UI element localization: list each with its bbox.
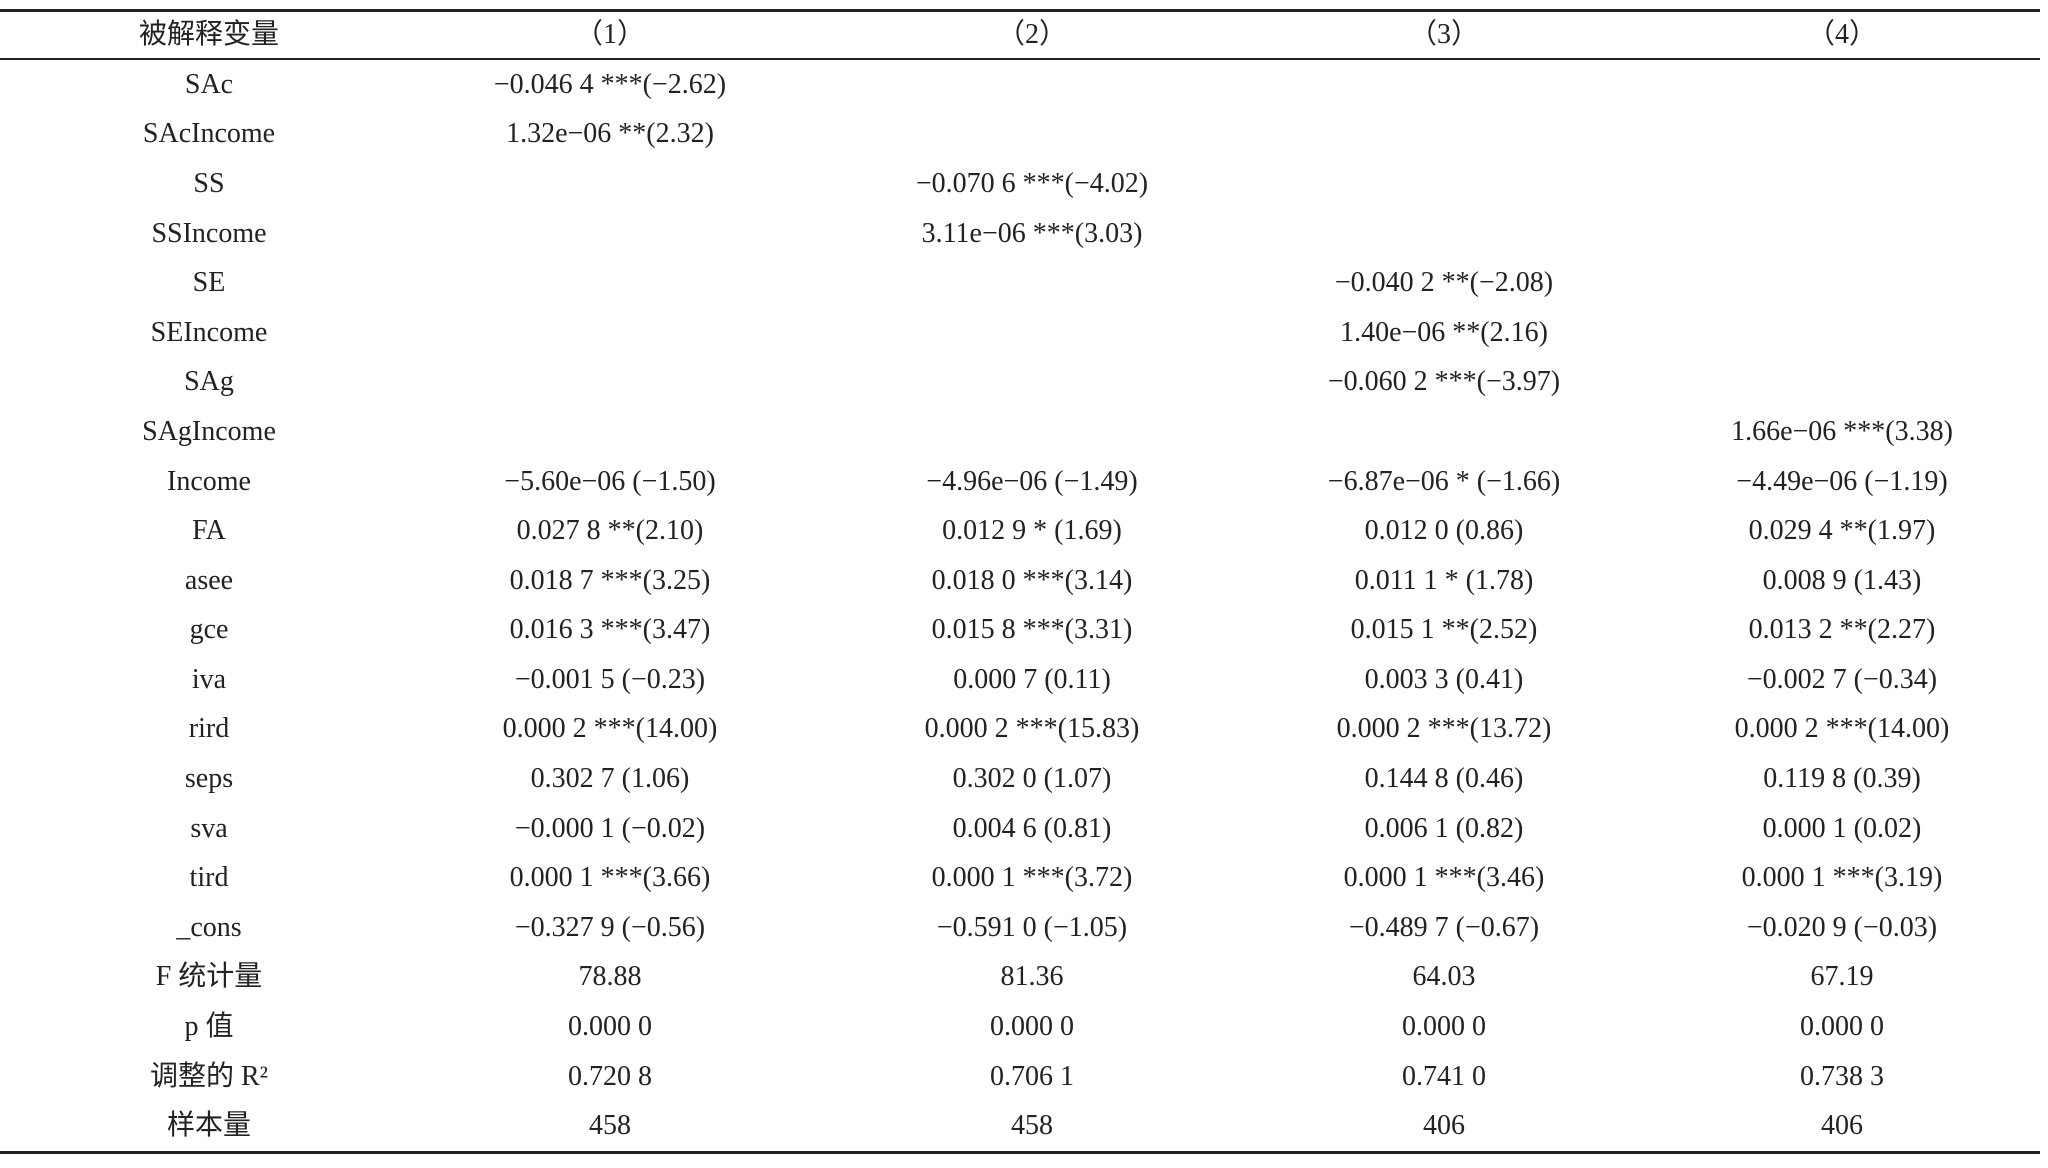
row-label: SSIncome [151,217,267,249]
row-label: asee [184,564,234,596]
cell-value: 0.018 0 ***(3.14) [931,564,1133,596]
cell-value: 0.006 1 (0.82) [1364,812,1524,844]
cell-value: −4.96e−06 (−1.49) [926,465,1138,497]
header-cell: （3） [1408,19,1480,50]
cell-value: 0.000 1 ***(3.46) [1343,862,1545,894]
cell-value: 0.000 2 ***(15.83) [924,713,1140,745]
cell-value: −0.046 4 ***(−2.62) [493,68,727,100]
cell-value: 0.000 0 [990,1011,1074,1043]
cell-value: 0.008 9 (1.43) [1762,564,1922,596]
cell-value: 0.000 1 (0.02) [1762,812,1922,844]
cell-value: 0.119 8 (0.39) [1763,763,1921,795]
cell-value: −0.000 1 (−0.02) [514,812,706,844]
cell-value: 64.03 [1412,961,1476,993]
cell-value: 0.741 0 [1402,1060,1486,1092]
row-label: iva [191,663,227,695]
cell-value: 406 [1423,1110,1465,1142]
cell-value: −5.60e−06 (−1.50) [504,465,716,497]
row-label: SEIncome [150,316,268,348]
cell-value: 0.016 3 ***(3.47) [509,614,711,646]
row-label: gce [189,614,229,646]
cell-value: 0.000 2 ***(14.00) [502,713,718,745]
row-label: SAg [184,366,234,398]
cell-value: 78.88 [578,961,642,993]
cell-value: −6.87e−06 * (−1.66) [1327,465,1561,497]
row-label: FA [192,515,226,547]
cell-value: 3.11e−06 ***(3.03) [921,217,1143,249]
cell-value: 0.706 1 [990,1060,1074,1092]
header-cell: （4） [1806,19,1878,50]
cell-value: −4.49e−06 (−1.19) [1736,465,1948,497]
cell-value: 0.738 3 [1800,1060,1884,1092]
row-label: Income [167,465,251,497]
cell-value: 0.144 8 (0.46) [1364,763,1524,795]
cell-value: 67.19 [1810,961,1874,993]
cell-value: 406 [1821,1110,1863,1142]
cell-value: 81.36 [1000,961,1064,993]
row-label: SAc [184,68,234,100]
header-cell: （2） [996,19,1068,50]
header-rule [0,58,2040,60]
cell-value: −0.020 9 (−0.03) [1746,911,1938,943]
cell-value: 0.012 0 (0.86) [1364,515,1524,547]
cell-value: −0.040 2 **(−2.08) [1334,267,1554,299]
cell-value: −0.070 6 ***(−4.02) [915,167,1149,199]
row-label: F 统计量 [155,961,263,993]
cell-value: −0.060 2 ***(−3.97) [1327,366,1561,398]
row-label: p 值 [184,1011,234,1043]
header-cell: （1） [574,19,646,50]
top-rule [0,9,2040,12]
cell-value: 0.000 0 [568,1011,652,1043]
cell-value: −0.001 5 (−0.23) [514,663,706,695]
row-label: 调整的 R² [149,1060,269,1092]
header-cell: 被解释变量 [138,19,280,50]
cell-value: 0.027 8 **(2.10) [516,515,704,547]
cell-value: −0.591 0 (−1.05) [936,911,1128,943]
cell-value: 0.015 8 ***(3.31) [931,614,1133,646]
cell-value: 0.302 7 (1.06) [530,763,690,795]
row-label: seps [184,763,234,795]
cell-value: 0.029 4 **(1.97) [1748,515,1936,547]
row-label: SS [193,167,225,199]
row-label: rird [188,713,230,745]
cell-value: 0.000 1 ***(3.19) [1741,862,1943,894]
bottom-rule [0,1151,2040,1154]
cell-value: 0.000 0 [1800,1011,1884,1043]
cell-value: −0.002 7 (−0.34) [1746,663,1938,695]
cell-value: 0.000 2 ***(13.72) [1336,713,1552,745]
cell-value: 0.018 7 ***(3.25) [509,564,711,596]
row-label: SE [192,267,226,299]
cell-value: 0.013 2 **(2.27) [1748,614,1936,646]
row-label: 样本量 [166,1110,252,1142]
cell-value: 0.015 1 **(2.52) [1350,614,1538,646]
cell-value: 0.012 9 * (1.69) [942,515,1122,547]
cell-value: 0.000 1 ***(3.72) [931,862,1133,894]
row-label: SAcIncome [142,118,276,150]
cell-value: 0.003 3 (0.41) [1364,663,1524,695]
cell-value: 458 [589,1110,631,1142]
cell-value: 0.720 8 [568,1060,652,1092]
cell-value: 0.011 1 * (1.78) [1354,564,1534,596]
cell-value: −0.327 9 (−0.56) [514,911,706,943]
cell-value: 458 [1011,1110,1053,1142]
cell-value: 1.40e−06 **(2.16) [1340,316,1548,348]
cell-value: 0.000 0 [1402,1011,1486,1043]
row-label: _cons [176,911,242,943]
cell-value: 0.000 1 ***(3.66) [509,862,711,894]
row-label: sva [190,812,228,844]
row-label: SAgIncome [142,415,276,447]
cell-value: 0.004 6 (0.81) [952,812,1112,844]
cell-value: 0.000 7 (0.11) [953,663,1111,695]
cell-value: −0.489 7 (−0.67) [1348,911,1540,943]
row-label: tird [189,862,229,894]
cell-value: 0.000 2 ***(14.00) [1734,713,1950,745]
cell-value: 1.32e−06 **(2.32) [506,118,714,150]
cell-value: 0.302 0 (1.07) [952,763,1112,795]
cell-value: 1.66e−06 ***(3.38) [1731,415,1953,447]
